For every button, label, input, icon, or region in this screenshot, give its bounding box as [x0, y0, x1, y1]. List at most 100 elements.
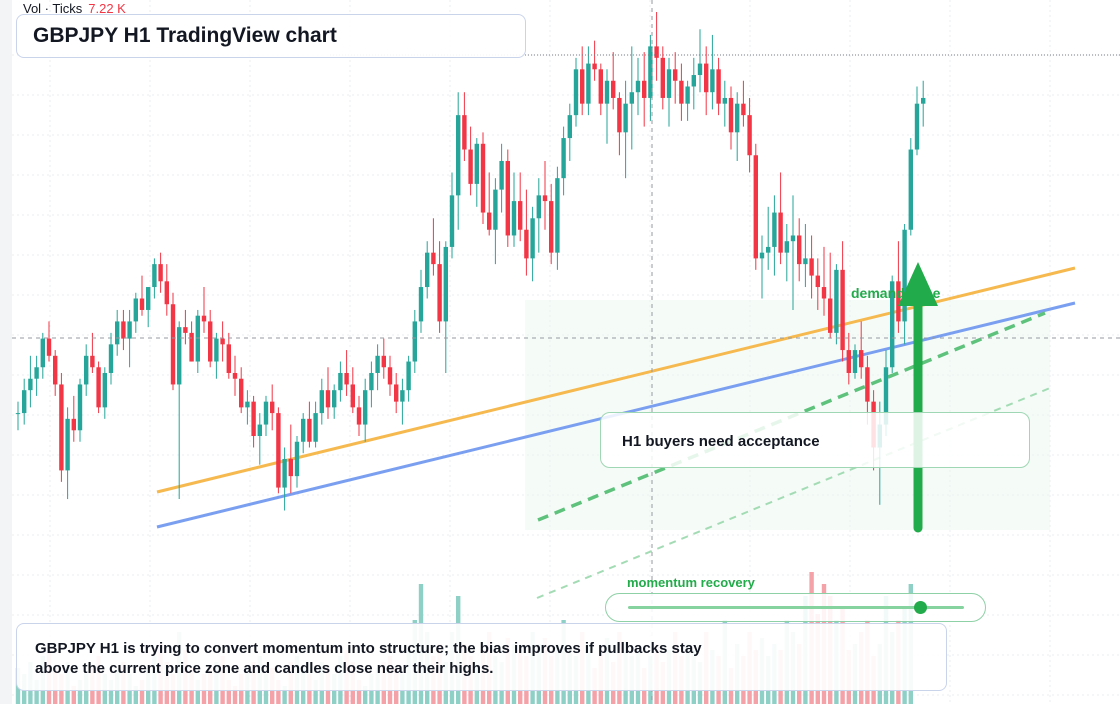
- summary-text: GBPJPY H1 is trying to convert momentum …: [35, 640, 702, 677]
- candle-body: [914, 103, 920, 150]
- volume-bar: [232, 686, 238, 704]
- candle-body: [474, 143, 479, 184]
- candle-body: [598, 69, 603, 104]
- candle-body: [691, 75, 696, 87]
- candle-body: [115, 321, 120, 345]
- acceptance-note: H1 buyers need acceptance: [600, 412, 1030, 468]
- candle-body: [394, 384, 399, 402]
- candle-body: [790, 235, 796, 242]
- candle-body: [865, 367, 870, 402]
- candle-body: [59, 384, 64, 471]
- candle-body: [728, 97, 734, 133]
- candle-body: [307, 418, 312, 442]
- crosshair: [12, 0, 1120, 704]
- volume-legend: Vol · Ticks 7.22 K: [23, 1, 126, 16]
- candle-body: [28, 378, 33, 391]
- candle-body: [456, 115, 461, 196]
- candle-body: [443, 246, 448, 322]
- candle-body: [270, 401, 275, 414]
- volume-bar: [139, 680, 145, 704]
- volume-bar: [313, 680, 318, 704]
- candle-body: [617, 97, 622, 133]
- candle-body: [183, 327, 188, 333]
- candle-body: [65, 418, 70, 471]
- candle-body: [220, 338, 225, 345]
- candle-body: [350, 384, 355, 408]
- candle-body: [759, 252, 765, 259]
- candle-body: [902, 229, 907, 322]
- momentum-track: [628, 606, 964, 609]
- candle-body: [127, 321, 132, 339]
- candle-body: [772, 212, 777, 247]
- candle-body: [146, 287, 151, 310]
- candle-body: [71, 418, 76, 431]
- candle-body: [660, 57, 665, 98]
- volume-bar: [34, 680, 39, 704]
- candle-body: [685, 86, 690, 104]
- candle-body: [747, 115, 752, 156]
- candle-body: [834, 269, 839, 333]
- candle-body: [549, 201, 554, 253]
- candle-body: [821, 287, 827, 299]
- candle-body: [251, 401, 256, 437]
- candle-body: [164, 281, 169, 305]
- candle-body: [381, 355, 386, 368]
- candle-body: [493, 189, 498, 230]
- demand-zone-label: demand zone: [851, 285, 941, 301]
- candle-body: [468, 149, 473, 184]
- candle-body: [325, 390, 331, 408]
- candle-body: [232, 372, 238, 379]
- chart-title: GBPJPY H1 TradingView chart: [33, 24, 337, 47]
- candle-body: [778, 212, 783, 253]
- candle-body: [567, 115, 572, 139]
- candle-body: [375, 355, 380, 373]
- candle-body: [654, 46, 659, 58]
- volume-bar: [77, 680, 83, 704]
- candle-body: [133, 298, 138, 322]
- candle-body: [766, 246, 771, 253]
- volume-bar: [133, 686, 138, 704]
- candle-body: [356, 407, 362, 425]
- candle-body: [282, 458, 287, 488]
- candle-body: [586, 63, 591, 104]
- candle-body: [288, 458, 293, 477]
- candle-body: [511, 201, 517, 236]
- candle-body: [425, 252, 430, 288]
- acceptance-note-text: H1 buyers need acceptance: [622, 433, 820, 450]
- chart-title-box: GBPJPY H1 TradingView chart: [16, 14, 526, 58]
- candle-body: [499, 160, 504, 190]
- candle-body: [15, 413, 21, 415]
- candle-body: [313, 413, 318, 442]
- candle-body: [648, 46, 653, 98]
- candle-body: [697, 63, 703, 76]
- candle-body: [170, 304, 176, 385]
- candle-body: [201, 315, 207, 322]
- candle-body: [462, 115, 467, 150]
- candle-body: [896, 281, 901, 322]
- volume-bar: [356, 680, 362, 704]
- candle-body: [710, 69, 715, 93]
- candle-body: [815, 275, 820, 288]
- price-scale-strip: [0, 0, 12, 704]
- candle-body: [487, 212, 492, 230]
- candle-body: [294, 441, 300, 477]
- candle-body: [784, 241, 789, 253]
- candle-body: [418, 287, 424, 322]
- candle-body: [263, 401, 269, 425]
- candle-body: [673, 69, 678, 81]
- candle-body: [412, 321, 417, 362]
- volume-bar: [71, 686, 76, 704]
- candle-body: [722, 97, 727, 104]
- candle-body: [642, 80, 647, 98]
- candle-body: [400, 390, 405, 402]
- momentum-meter: [605, 593, 986, 622]
- candle-body: [592, 63, 597, 70]
- volume-bar: [195, 680, 200, 704]
- volume-bar: [226, 680, 231, 704]
- momentum-label: momentum recovery: [627, 575, 755, 590]
- candle-body: [77, 384, 83, 431]
- candle-body: [846, 350, 851, 373]
- candle-body: [741, 103, 746, 116]
- candle-body: [344, 372, 349, 385]
